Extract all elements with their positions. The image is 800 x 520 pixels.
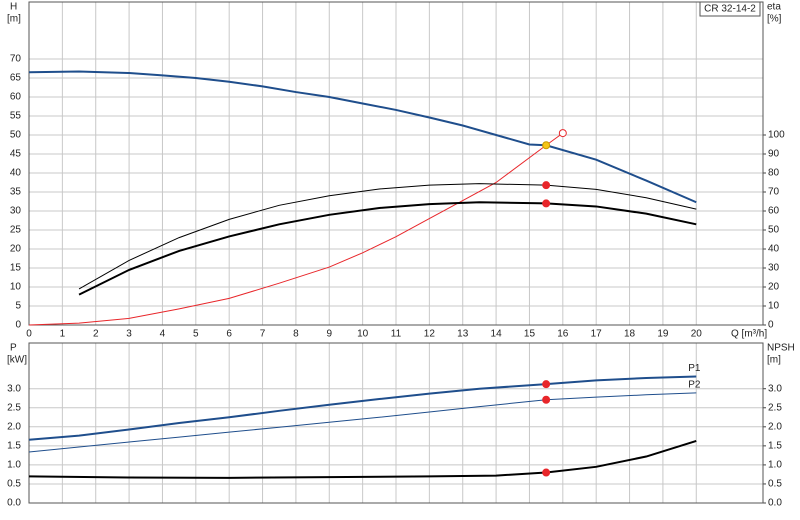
x-tick-label: 13	[457, 329, 469, 340]
y2-tick-label: 100	[768, 130, 785, 141]
x-tick-label: 15	[524, 329, 536, 340]
point-marker	[542, 141, 551, 150]
y-tick-label: 65	[10, 73, 22, 84]
y-axis-label: H	[10, 2, 17, 13]
y-tick-label: 35	[10, 187, 22, 198]
y2-tick-label: 1.5	[768, 440, 782, 451]
x-tick-label: 5	[193, 329, 199, 340]
x-tick-label: 11	[391, 329, 402, 340]
y2-tick-label: 0.5	[768, 479, 782, 490]
y-tick-label: 70	[10, 54, 22, 65]
curve	[28, 132, 564, 326]
point-marker	[542, 468, 551, 477]
point-marker	[558, 129, 567, 138]
y-tick-label: 10	[10, 282, 22, 293]
y-tick-label: 5	[15, 301, 21, 312]
x-tick-label: 6	[226, 329, 232, 340]
y2-axis-unit: [m]	[767, 355, 781, 366]
x-tick-label: 14	[491, 329, 503, 340]
x-tick-label: 4	[160, 329, 166, 340]
curve	[28, 439, 697, 479]
y2-axis-label: NPSH	[767, 343, 795, 354]
y-tick-label: 50	[10, 130, 22, 141]
x-tick-label: 20	[691, 329, 703, 340]
x-tick-label: 7	[260, 329, 266, 340]
y-tick-label: 1.5	[7, 440, 21, 451]
y-tick-label: 60	[10, 92, 22, 103]
y2-axis-label: eta	[767, 2, 781, 13]
x-tick-label: 9	[326, 329, 332, 340]
y2-tick-label: 1.0	[768, 460, 782, 471]
plot-frame	[28, 1, 764, 326]
x-tick-label: 2	[93, 329, 99, 340]
y2-tick-label: 80	[768, 168, 780, 179]
y2-tick-label: 2.0	[768, 421, 782, 432]
pump-label: CR 32-14-2	[704, 4, 756, 15]
y2-tick-label: 10	[768, 301, 780, 312]
y-axis-unit: [m]	[7, 14, 21, 25]
y2-tick-label: 50	[768, 225, 780, 236]
x-tick-label: 16	[557, 329, 569, 340]
x-tick-label: 12	[424, 329, 436, 340]
point-marker	[542, 199, 551, 208]
y-axis-unit: [kW]	[7, 355, 27, 366]
series-label: P2	[688, 380, 701, 391]
y-tick-label: 3.0	[7, 383, 21, 394]
curve	[28, 392, 697, 453]
x-tick-label: 0	[26, 329, 32, 340]
x-tick-label: 8	[293, 329, 299, 340]
y2-tick-label: 2.5	[768, 402, 782, 413]
y-tick-label: 55	[10, 111, 22, 122]
x-tick-label: 3	[126, 329, 132, 340]
y-tick-label: 40	[10, 168, 22, 179]
x-tick-label: 1	[60, 329, 66, 340]
y2-tick-label: 0.0	[768, 498, 782, 509]
label-box	[699, 1, 761, 17]
y-tick-label: 2.0	[7, 421, 21, 432]
y-tick-label: 30	[10, 206, 22, 217]
series-label: P1	[688, 363, 701, 374]
y2-tick-label: 90	[768, 149, 780, 160]
x-tick-label: 10	[357, 329, 369, 340]
y-tick-label: 20	[10, 244, 22, 255]
point-marker	[542, 395, 551, 404]
y-tick-label: 0	[15, 320, 21, 331]
x-axis-label: Q [m³/h]	[731, 329, 767, 340]
y-tick-label: 0.5	[7, 479, 21, 490]
y-tick-label: 45	[10, 149, 22, 160]
y2-tick-label: 3.0	[768, 383, 782, 394]
y-tick-label: 15	[10, 263, 22, 274]
y-axis-label: P	[10, 343, 17, 354]
y2-tick-label: 30	[768, 263, 780, 274]
y2-tick-label: 60	[768, 206, 780, 217]
point-marker	[542, 380, 551, 389]
curve	[78, 201, 697, 296]
x-tick-label: 18	[624, 329, 636, 340]
plot-frame	[28, 342, 764, 504]
x-tick-label: 17	[591, 329, 603, 340]
y2-axis-unit: [%]	[767, 14, 782, 25]
point-marker	[542, 181, 551, 190]
curve	[78, 183, 697, 290]
y2-tick-label: 0	[768, 320, 774, 331]
y-tick-label: 0.0	[7, 498, 21, 509]
y-tick-label: 2.5	[7, 402, 21, 413]
y-tick-label: 1.0	[7, 460, 21, 471]
y-tick-label: 25	[10, 225, 22, 236]
y2-tick-label: 20	[768, 282, 780, 293]
y2-tick-label: 40	[768, 244, 780, 255]
curve	[28, 375, 697, 441]
x-tick-label: 19	[657, 329, 669, 340]
y2-tick-label: 70	[768, 187, 780, 198]
